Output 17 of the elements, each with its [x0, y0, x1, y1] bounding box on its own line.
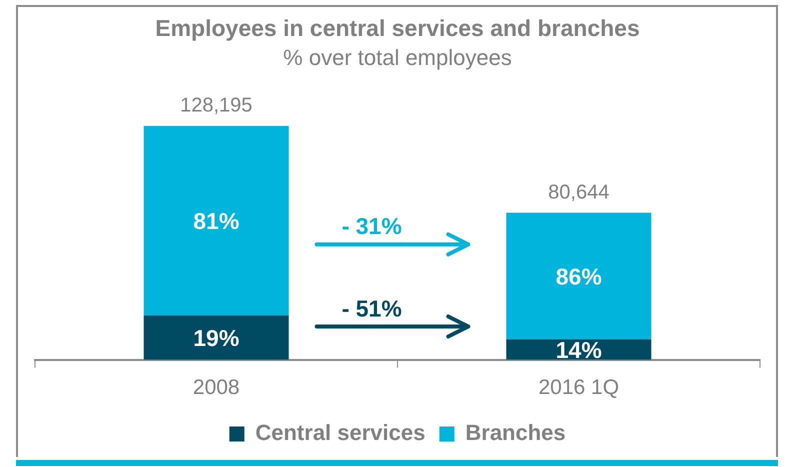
x-tick-label: 2016 1Q — [538, 376, 620, 400]
chart-title: Employees in central services and branches — [155, 15, 640, 42]
annotation: 80,644 — [548, 181, 610, 204]
annotation: 19% — [193, 324, 240, 351]
annotation: 14% — [556, 336, 602, 363]
text: 128,195 — [180, 94, 252, 117]
annotation: 81% — [193, 208, 240, 234]
annotation: - 51% — [342, 295, 402, 322]
legend-label: Branches — [465, 420, 566, 446]
bar — [506, 212, 652, 340]
bar — [144, 315, 289, 360]
annotation: 86% — [556, 263, 602, 290]
legend-label: Central services — [255, 420, 426, 446]
x-tick-label: 2008 — [192, 376, 240, 400]
chart-subtitle: % over total employees — [283, 44, 512, 70]
bar — [144, 126, 289, 316]
annotation: - 31% — [342, 213, 402, 240]
